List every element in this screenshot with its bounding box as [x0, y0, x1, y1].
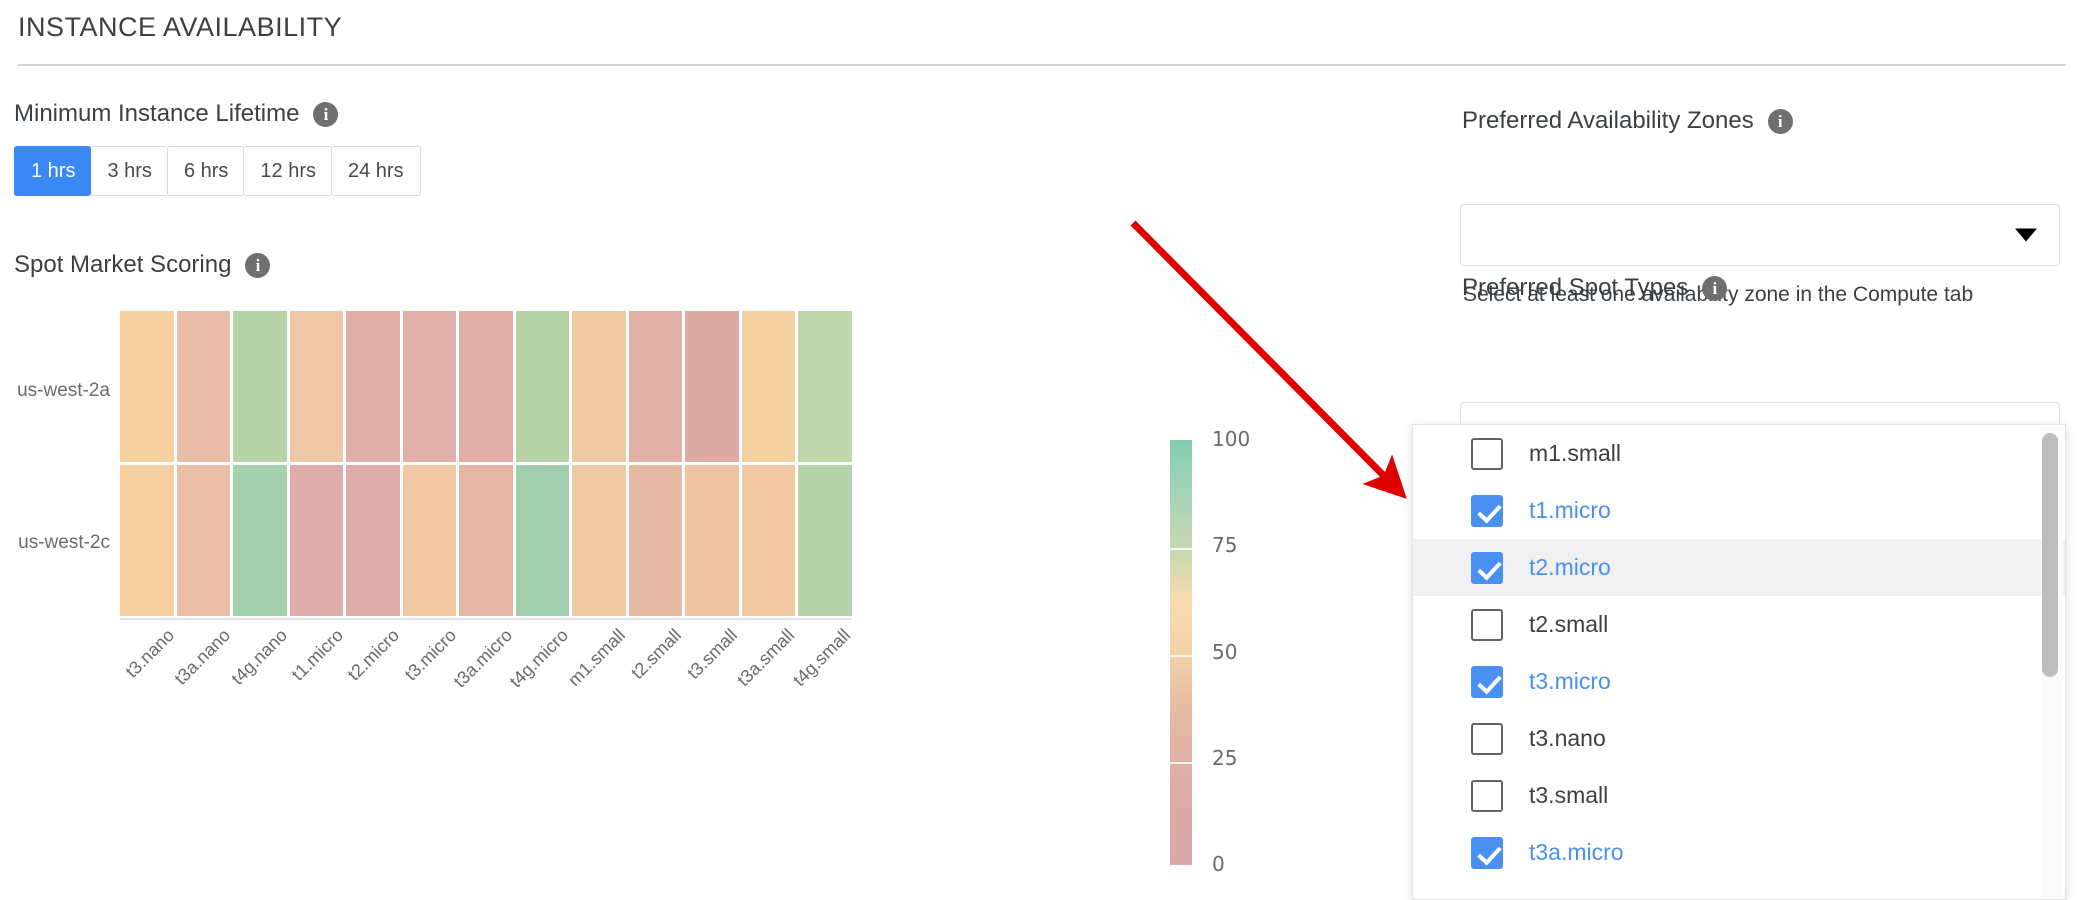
- spot-type-option[interactable]: t3.nano: [1413, 710, 2065, 767]
- heatmap-cell: [798, 465, 852, 616]
- spot-type-option[interactable]: m1.small: [1413, 425, 2065, 482]
- heatmap-cell: [233, 311, 287, 462]
- heatmap-x-tick-label: t1.micro: [287, 625, 348, 685]
- info-icon[interactable]: i: [245, 252, 271, 278]
- colorbar-tick-label: 25: [1212, 745, 1238, 770]
- spot-type-option[interactable]: t2.small: [1413, 596, 2065, 653]
- spot-type-option-label: t3.small: [1529, 782, 1609, 808]
- spot-type-option[interactable]: t2.micro: [1413, 539, 2065, 596]
- colorbar-segment-line: [1170, 548, 1192, 550]
- spot-type-option-label: t2.small: [1529, 611, 1609, 637]
- colorbar-tick-label: 50: [1212, 639, 1238, 664]
- preferred-spot-types-text: Preferred Spot Types: [1462, 274, 1689, 301]
- heatmap-x-tick-label: t3a.nano: [170, 625, 235, 689]
- lifetime-option-24-hrs[interactable]: 24 hrs: [331, 146, 421, 196]
- preferred-availability-zones-text: Preferred Availability Zones: [1462, 107, 1754, 134]
- heatmap-x-tick-label: t3a.small: [732, 625, 798, 691]
- checkbox-icon[interactable]: [1471, 437, 1503, 470]
- heatmap-row-label: us-west-2c: [18, 532, 110, 553]
- checkbox-checked-icon[interactable]: [1471, 836, 1503, 869]
- info-icon[interactable]: i: [1767, 108, 1793, 134]
- heatmap-cell: [741, 311, 796, 462]
- heatmap-cell: [515, 311, 570, 462]
- colorbar-tick-label: 100: [1212, 427, 1251, 451]
- spot-type-option-label: t1.micro: [1529, 497, 1611, 523]
- spot-type-option[interactable]: t1.micro: [1413, 482, 2065, 539]
- heatmap-cell: [685, 311, 739, 462]
- lifetime-option-6-hrs[interactable]: 6 hrs: [166, 146, 245, 196]
- header-divider: [18, 64, 2066, 66]
- spot-market-scoring-text: Spot Market Scoring: [14, 251, 232, 278]
- heatmap-cell: [515, 465, 570, 616]
- heatmap-cell: [459, 311, 513, 462]
- heatmap-x-tick-label: t3a.micro: [449, 625, 517, 692]
- heatmap-x-tick-label: t4g.nano: [227, 625, 291, 689]
- checkbox-checked-icon[interactable]: [1471, 494, 1503, 527]
- heatmap-cell: [346, 311, 400, 462]
- heatmap-cell: [402, 465, 457, 616]
- heatmap-cell: [572, 311, 626, 462]
- heatmap-x-tick-label: t2.small: [627, 625, 686, 683]
- heatmap-cell: [120, 311, 174, 462]
- spot-market-scoring-label: Spot Market Scoring i: [14, 251, 271, 279]
- heatmap-cell: [628, 465, 683, 616]
- heatmap-cell: [176, 465, 231, 616]
- heatmap-cell: [402, 311, 457, 462]
- colorbar-tick-label: 0: [1212, 852, 1225, 876]
- checkbox-checked-icon[interactable]: [1471, 551, 1503, 584]
- heatmap-x-tick-label: t4g.small: [788, 625, 854, 691]
- checkbox-checked-icon[interactable]: [1471, 665, 1503, 698]
- heatmap-cells: [120, 311, 852, 616]
- dropdown-scrollbar-track[interactable]: [2041, 427, 2063, 897]
- spot-type-option-label: t2.micro: [1529, 554, 1611, 580]
- heatmap-cell: [741, 465, 796, 616]
- lifetime-option-3-hrs[interactable]: 3 hrs: [90, 146, 168, 196]
- heatmap-colorbar: [1170, 440, 1192, 865]
- heatmap-axis-line: [120, 618, 852, 620]
- heatmap-cell: [346, 465, 400, 616]
- spot-type-option[interactable]: t3.micro: [1413, 653, 2065, 710]
- heatmap-cell: [120, 465, 174, 616]
- minimum-instance-lifetime-label: Minimum Instance Lifetime i: [14, 100, 339, 128]
- spot-types-dropdown[interactable]: m1.small t1.micro t2.micro t2.small t3.micro…: [1412, 424, 2066, 900]
- heatmap-x-tick-label: m1.small: [563, 625, 629, 691]
- spot-type-option-label: m1.small: [1529, 440, 1622, 466]
- spot-type-option-label: t3a.micro: [1529, 839, 1624, 865]
- info-icon[interactable]: i: [1702, 275, 1728, 301]
- spot-types-option-list: m1.small t1.micro t2.micro t2.small t3.micro…: [1413, 425, 2065, 881]
- dropdown-scrollbar-thumb[interactable]: [2042, 433, 2058, 677]
- colorbar-tick-label: 75: [1212, 533, 1238, 558]
- spot-type-option-label: t3.nano: [1529, 725, 1606, 751]
- heatmap-cell: [459, 465, 513, 616]
- chevron-down-icon[interactable]: [2015, 228, 2037, 242]
- colorbar-segment-line: [1170, 655, 1192, 657]
- heatmap-cell: [798, 311, 852, 462]
- preferred-spot-types-label: Preferred Spot Types i: [1462, 274, 1728, 302]
- spot-type-option[interactable]: t3a.micro: [1413, 824, 2065, 881]
- availability-zones-select[interactable]: [1460, 204, 2060, 266]
- heatmap-cell: [233, 465, 287, 616]
- preferred-availability-zones-label: Preferred Availability Zones i: [1462, 107, 1793, 135]
- heatmap-x-tick-label: t4g.micro: [505, 625, 573, 692]
- heatmap-cell: [572, 465, 626, 616]
- heatmap-row-label: us-west-2a: [17, 380, 110, 401]
- heatmap-cell: [289, 465, 344, 616]
- lifetime-option-12-hrs[interactable]: 12 hrs: [243, 146, 332, 196]
- checkbox-icon[interactable]: [1471, 779, 1503, 812]
- minimum-instance-lifetime-group[interactable]: 1 hrs 3 hrs 6 hrs 12 hrs 24 hrs: [14, 146, 421, 196]
- heatmap-cell: [289, 311, 344, 462]
- minimum-instance-lifetime-text: Minimum Instance Lifetime: [14, 100, 300, 127]
- checkbox-icon[interactable]: [1471, 608, 1503, 641]
- lifetime-option-1-hrs[interactable]: 1 hrs: [14, 146, 92, 196]
- heatmap-cell: [685, 465, 739, 616]
- info-icon[interactable]: i: [313, 101, 339, 127]
- heatmap-x-tick-label: t2.micro: [344, 625, 404, 685]
- spot-type-option-label: t3.micro: [1529, 668, 1611, 694]
- colorbar-segment-line: [1170, 762, 1192, 764]
- heatmap-cell: [176, 311, 231, 462]
- spot-type-option[interactable]: t3.small: [1413, 767, 2065, 824]
- page-title: INSTANCE AVAILABILITY: [18, 12, 343, 42]
- checkbox-icon[interactable]: [1471, 722, 1503, 755]
- heatmap-cell: [628, 311, 683, 462]
